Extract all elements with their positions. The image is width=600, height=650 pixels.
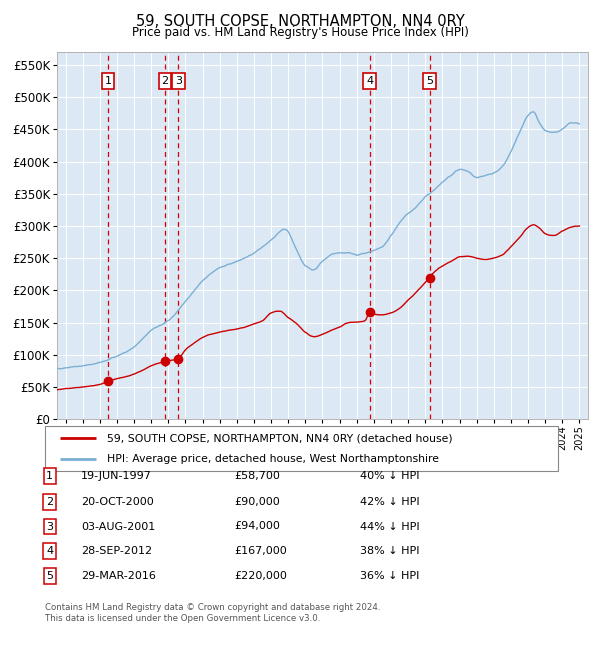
FancyBboxPatch shape [45, 426, 558, 471]
Text: 59, SOUTH COPSE, NORTHAMPTON, NN4 0RY: 59, SOUTH COPSE, NORTHAMPTON, NN4 0RY [136, 14, 464, 29]
Text: 29-MAR-2016: 29-MAR-2016 [81, 571, 156, 581]
Text: 38% ↓ HPI: 38% ↓ HPI [360, 546, 419, 556]
Text: 3: 3 [175, 76, 182, 86]
Text: 40% ↓ HPI: 40% ↓ HPI [360, 471, 419, 481]
Text: 44% ↓ HPI: 44% ↓ HPI [360, 521, 419, 532]
Text: Contains HM Land Registry data © Crown copyright and database right 2024.
This d: Contains HM Land Registry data © Crown c… [45, 603, 380, 623]
Text: 20-OCT-2000: 20-OCT-2000 [81, 497, 154, 507]
Text: 19-JUN-1997: 19-JUN-1997 [81, 471, 152, 481]
Text: £220,000: £220,000 [234, 571, 287, 581]
Text: 2: 2 [161, 76, 169, 86]
Text: 1: 1 [104, 76, 112, 86]
Text: 59, SOUTH COPSE, NORTHAMPTON, NN4 0RY (detached house): 59, SOUTH COPSE, NORTHAMPTON, NN4 0RY (d… [107, 434, 452, 443]
Text: 2: 2 [46, 497, 53, 507]
Text: 42% ↓ HPI: 42% ↓ HPI [360, 497, 419, 507]
Text: 1: 1 [46, 471, 53, 481]
Text: 36% ↓ HPI: 36% ↓ HPI [360, 571, 419, 581]
Text: 5: 5 [46, 571, 53, 581]
Text: £58,700: £58,700 [234, 471, 280, 481]
Text: £167,000: £167,000 [234, 546, 287, 556]
Text: 3: 3 [46, 521, 53, 532]
Text: 03-AUG-2001: 03-AUG-2001 [81, 521, 155, 532]
Text: Price paid vs. HM Land Registry's House Price Index (HPI): Price paid vs. HM Land Registry's House … [131, 26, 469, 39]
Text: HPI: Average price, detached house, West Northamptonshire: HPI: Average price, detached house, West… [107, 454, 439, 463]
Text: 28-SEP-2012: 28-SEP-2012 [81, 546, 152, 556]
Text: £94,000: £94,000 [234, 521, 280, 532]
Text: £90,000: £90,000 [234, 497, 280, 507]
Text: 4: 4 [46, 546, 53, 556]
Text: 4: 4 [366, 76, 373, 86]
Text: 5: 5 [426, 76, 433, 86]
